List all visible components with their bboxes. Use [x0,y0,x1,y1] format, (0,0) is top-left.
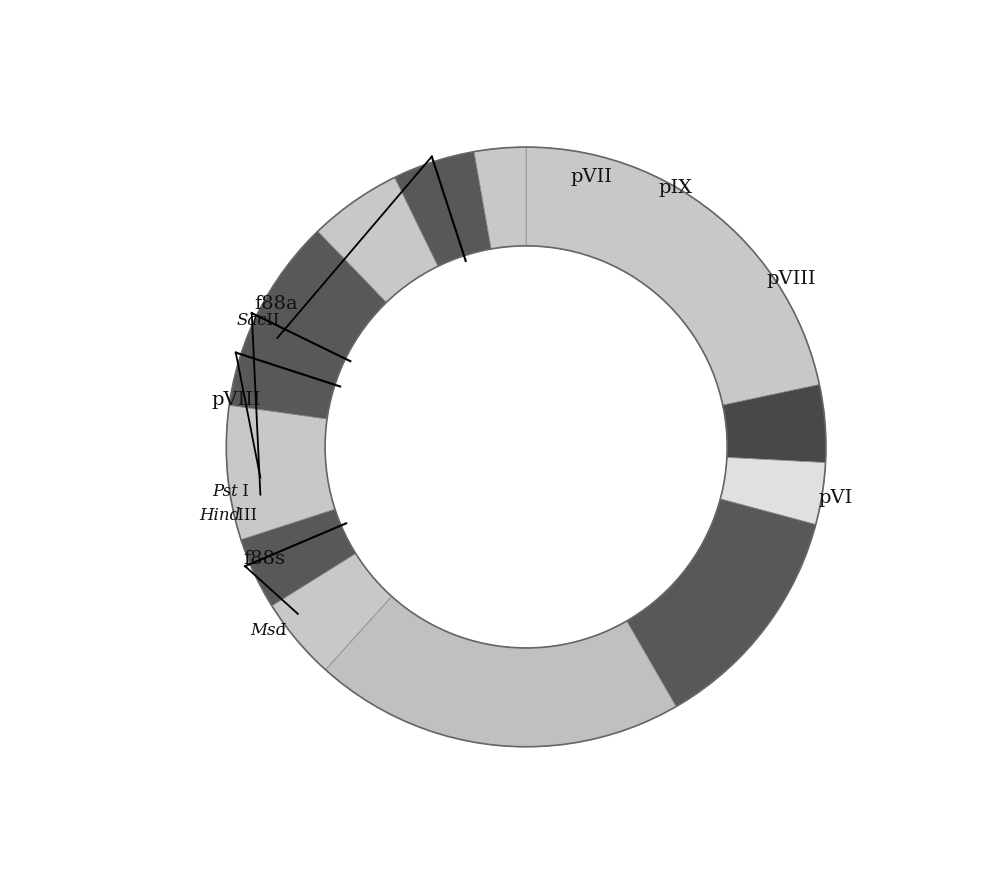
Wedge shape [723,385,826,463]
Wedge shape [226,405,335,540]
Text: pIX: pIX [659,180,693,197]
Text: I: I [237,482,249,500]
Text: I: I [275,622,287,640]
Text: Pst: Pst [213,482,238,500]
Text: f88a: f88a [254,296,298,313]
Text: pVIII: pVIII [766,270,816,288]
Wedge shape [627,499,816,706]
Wedge shape [720,458,826,525]
Wedge shape [325,596,676,747]
Text: II: II [261,312,280,329]
Wedge shape [318,177,438,303]
Text: pVI: pVI [818,489,852,507]
Text: Hind: Hind [199,506,240,524]
Wedge shape [474,147,526,249]
Text: Sac: Sac [237,312,267,329]
Text: f88s: f88s [243,550,285,568]
Text: pVIII: pVIII [212,391,261,409]
Wedge shape [229,231,386,419]
Wedge shape [241,509,356,606]
Wedge shape [272,553,392,670]
Text: pVII: pVII [570,168,612,186]
Wedge shape [526,147,819,405]
Text: Msc: Msc [250,622,285,640]
Wedge shape [395,151,491,266]
Text: III: III [232,506,257,524]
